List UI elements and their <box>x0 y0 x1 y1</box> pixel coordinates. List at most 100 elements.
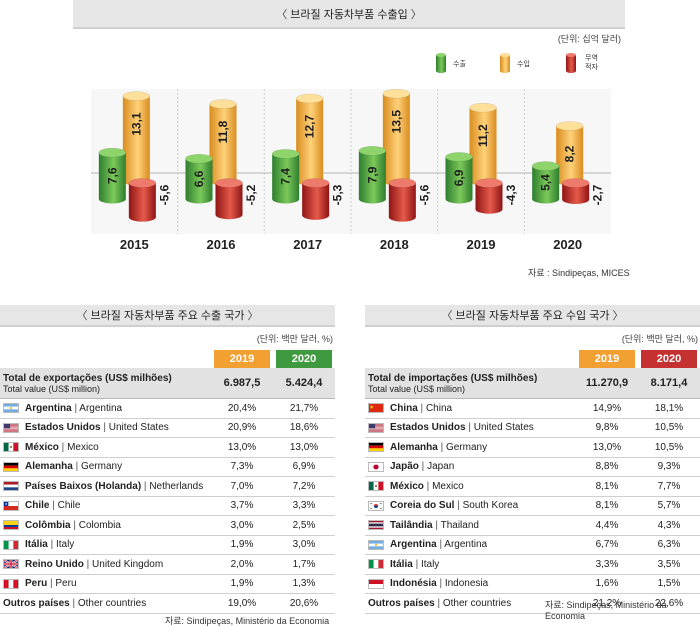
export-col-2020: 2020 <box>276 350 332 368</box>
import-year-row: 2019 2020 <box>365 350 700 368</box>
country-name-en: Chile <box>58 500 81 511</box>
country-name-en: Japan <box>427 461 454 472</box>
export-share-2020: 18,6% <box>273 418 335 438</box>
country-name-pt: Japão <box>390 461 419 472</box>
export-table-title: 브라질 자동차부품 주요 수출 국가 <box>91 307 245 323</box>
country-name-pt: Argentina <box>25 403 72 414</box>
export-table-unit: (단위: 백만 달러, %) <box>257 332 333 345</box>
country-name-en: Mexico <box>67 442 99 453</box>
country-separator: | <box>433 520 441 531</box>
export-country-cell: Argentina | Argentina <box>0 399 211 419</box>
country-name-en: Italy <box>56 539 74 550</box>
import-country-cell: Indonésia | Indonesia <box>365 574 576 594</box>
deficit-value-label: -5,6 <box>417 184 431 205</box>
import-table-title: 브라질 자동차부품 주요 수입 국가 <box>456 307 610 323</box>
export-share-2019: 20,9% <box>211 418 273 438</box>
flag-chile-icon <box>3 501 19 511</box>
country-name-en: Peru <box>55 578 76 589</box>
import-country-cell: Itália | Italy <box>365 555 576 575</box>
country-separator: | <box>48 539 56 550</box>
deficit-bar <box>129 179 156 222</box>
export-country-cell: Estados Unidos | United States <box>0 418 211 438</box>
deficit-bar <box>476 179 503 214</box>
legend-label-deficit-2: 적자 <box>585 62 598 71</box>
import-share-2020: 7,7% <box>638 477 700 497</box>
import-share-2020: 1,5% <box>638 574 700 594</box>
import-value-label: 13,5 <box>389 110 403 134</box>
export-share-2019: 7,3% <box>211 457 273 477</box>
country-name-pt: México <box>390 481 424 492</box>
flag-colombia-icon <box>3 520 19 530</box>
export-share-2020: 6,9% <box>273 457 335 477</box>
country-name-en: Mexico <box>432 481 464 492</box>
country-name-pt: Indonésia <box>390 578 437 589</box>
flag-italy-icon <box>368 559 384 569</box>
year-label: 2019 <box>467 237 496 252</box>
country-name-en: Other countries <box>78 598 146 609</box>
import-value-label: 8,2 <box>563 145 577 162</box>
year-label: 2015 <box>120 237 149 252</box>
country-name-en: Germany <box>446 442 487 453</box>
import-table-panel: 〈브라질 자동차부품 주요 수입 국가〉 (단위: 백만 달러, %) 2019… <box>365 305 700 593</box>
country-name-en: United States <box>109 422 169 433</box>
country-name-pt: Outros países <box>368 598 435 609</box>
legend-label-deficit-1: 무역 <box>585 53 598 62</box>
import-share-2019: 8,8% <box>576 457 638 477</box>
flag-uk-icon <box>3 559 19 569</box>
flag-peru-icon <box>3 579 19 589</box>
import-table-unit: (단위: 백만 달러, %) <box>622 332 698 345</box>
country-name-en: Other countries <box>443 598 511 609</box>
country-name-en: China <box>426 403 452 414</box>
export-share-2019: 20,4% <box>211 399 273 419</box>
import-table-header: 〈브라질 자동차부품 주요 수입 국가〉 <box>365 305 700 327</box>
import-share-2019: 13,0% <box>576 438 638 458</box>
country-separator: | <box>73 461 81 472</box>
export-value-label: 7,4 <box>279 168 293 185</box>
import-country-cell: Argentina | Argentina <box>365 535 576 555</box>
export-year-row: 2019 2020 <box>0 350 335 368</box>
country-separator: | <box>438 442 446 453</box>
export-value-label: 6,9 <box>452 169 466 186</box>
export-table-panel: 〈브라질 자동차부품 주요 수출 국가〉 (단위: 백만 달러, %) 2019… <box>0 305 335 610</box>
country-name-en: Indonesia <box>445 578 488 589</box>
country-name-pt: Chile <box>25 500 49 511</box>
export-share-2020: 7,2% <box>273 477 335 497</box>
legend-swatch <box>500 53 510 73</box>
export-share-2019: 2,0% <box>211 555 273 575</box>
import-total-2020: 8.171,4 <box>638 368 700 399</box>
export-table-header: 〈브라질 자동차부품 주요 수출 국가〉 <box>0 305 335 327</box>
country-name-en: South Korea <box>463 500 519 511</box>
import-share-2019: 6,7% <box>576 535 638 555</box>
trade-chart-source: 자료 : Sindipeças, MICES <box>528 266 630 279</box>
import-value-label: 11,8 <box>216 120 230 143</box>
deficit-bar <box>389 179 416 222</box>
export-col-2019: 2019 <box>214 350 270 368</box>
import-bar <box>296 94 323 185</box>
import-bar <box>123 92 150 186</box>
deficit-value-label: -5,2 <box>244 184 258 205</box>
import-share-2020: 9,3% <box>638 457 700 477</box>
import-col-2019: 2019 <box>579 350 635 368</box>
import-share-2020: 3,5% <box>638 555 700 575</box>
flag-argentina-icon <box>368 540 384 550</box>
import-country-cell: México | Mexico <box>365 477 576 497</box>
country-name-en: United States <box>474 422 534 433</box>
flag-mexico-icon <box>368 481 384 491</box>
export-share-2020: 21,7% <box>273 399 335 419</box>
import-country-cell: Estados Unidos | United States <box>365 418 576 438</box>
import-share-2019: 3,3% <box>576 555 638 575</box>
import-col-2020: 2020 <box>641 350 697 368</box>
country-name-pt: Argentina <box>390 539 437 550</box>
country-name-pt: Itália <box>25 539 48 550</box>
country-name-en: Italy <box>421 559 439 570</box>
